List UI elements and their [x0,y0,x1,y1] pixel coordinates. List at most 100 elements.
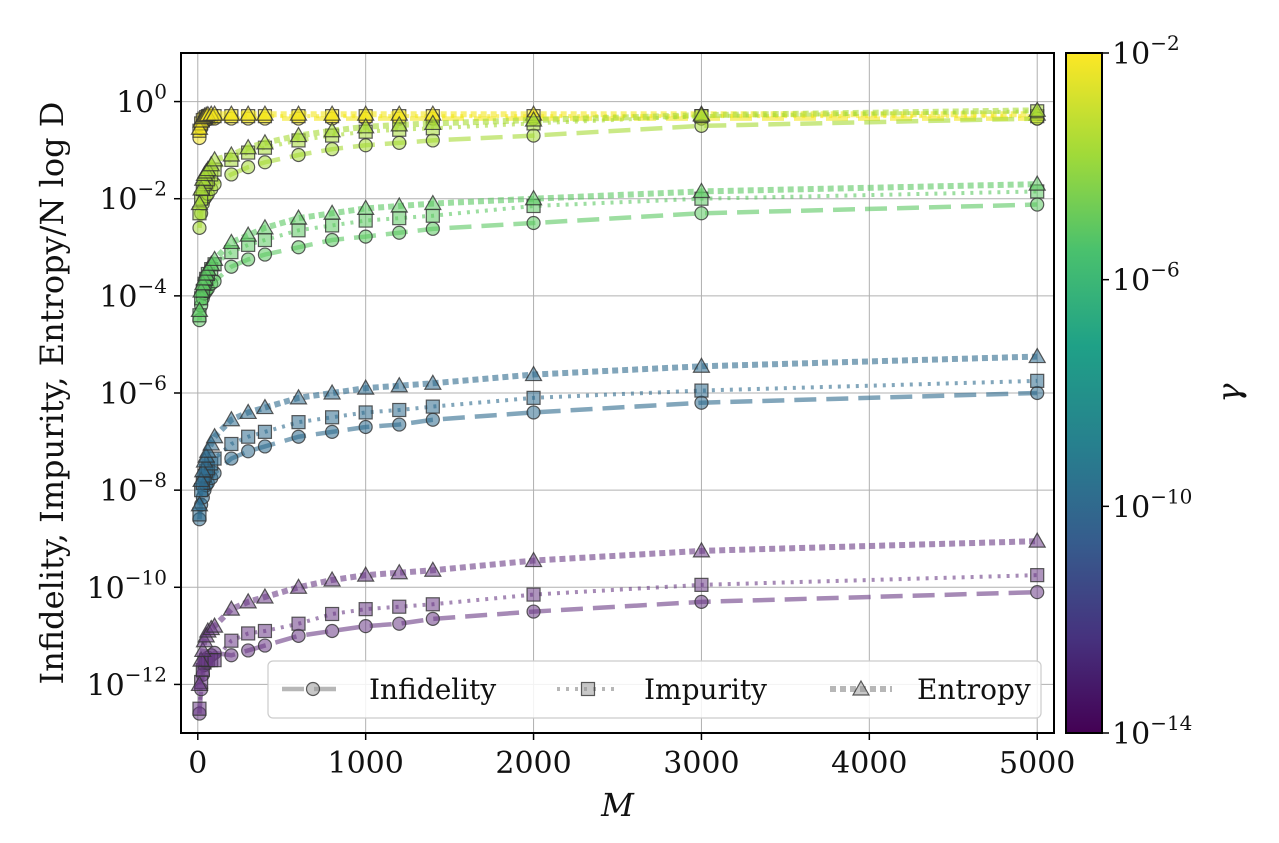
data-point [192,220,207,235]
x-tick-label: 3000 [663,746,739,781]
data-point [239,225,258,242]
data-point [241,444,256,459]
colorbar-label: γ [1210,383,1248,403]
data-point [241,626,256,641]
data-point [289,104,308,121]
legend-marker [851,679,871,696]
data-point [526,405,541,420]
data-point [356,117,375,134]
data-point [241,252,256,267]
data-point [392,417,407,432]
data-point [239,138,258,155]
data-point [358,405,373,420]
y-tick-label: 10−10 [87,565,167,606]
y-axis-title: Infidelity, Impurity, Entropy/N log D [33,102,71,685]
data-point [425,221,440,236]
data-point [241,643,256,658]
data-point [289,208,308,225]
data-point [390,196,409,213]
gamma-group [190,347,1047,527]
data-point [324,410,340,425]
data-point [291,429,306,444]
data-point [224,648,239,663]
data-point [524,551,543,568]
data-point [222,599,241,616]
data-point [222,145,241,162]
data-point [392,599,407,614]
data-point [390,376,409,393]
axis-ticks: 0 1000 2000 3000 4000 5000 100 10−2 10−4 10−6 10−8… [87,80,1076,781]
legend: Infidelity Impurity Entropy [267,660,1042,719]
data-point [324,424,340,439]
grid [181,53,1054,733]
data-point [291,240,306,255]
data-point [524,189,543,206]
data-point [224,259,239,274]
data-point [222,104,241,121]
data-point [390,115,409,132]
data-point [257,638,273,653]
data-point [392,225,407,240]
data-point [190,495,209,512]
data-point [358,229,373,244]
data-point [1030,373,1045,388]
data-point [224,451,239,466]
legend-box [267,660,1042,719]
data-point [291,147,306,163]
data-point [205,250,224,267]
data-point [323,570,342,587]
data-point [324,232,340,248]
data-point [241,160,256,175]
data-point [356,199,375,216]
data-point [423,194,442,211]
data-point [1028,174,1047,191]
x-axis-title: M [600,786,635,824]
data-point [392,135,407,150]
legend-label: Entropy [917,673,1031,706]
data-point [257,439,273,454]
data-point [692,105,711,122]
data-point [392,211,407,226]
data-point [692,182,711,199]
data-point [291,223,306,238]
series-line [197,378,1038,515]
data-point [291,616,306,631]
data-point [423,561,442,577]
data-point [323,104,342,121]
x-tick-label: 0 [188,746,207,781]
data-point [324,142,340,157]
legend-label: Impurity [644,673,767,706]
data-point [692,541,711,558]
data-point [222,410,241,427]
data-point [222,233,241,250]
gamma-group [190,174,1047,328]
data-point [323,204,342,220]
y-tick-label: 10−4 [99,274,167,315]
x-tick-label: 4000 [831,746,907,781]
data-point [192,179,211,196]
data-point [423,374,442,390]
data-point [425,133,440,148]
data-point [423,114,442,131]
data-point [425,611,440,626]
data-point [205,150,224,167]
data-point [694,594,709,609]
data-point [257,155,273,170]
data-point [193,461,212,478]
x-tick-label: 2000 [495,746,571,781]
data-point [324,606,340,622]
data-point [526,587,541,602]
data-point [255,104,274,121]
data-point [289,388,308,405]
colorbar [1065,52,1103,734]
data-point [358,213,373,228]
data-point [526,390,541,405]
data-point [192,650,211,667]
data-point [289,578,308,594]
data-point [193,641,212,658]
data-point [692,357,711,373]
data-point [257,623,273,639]
data-point [356,565,375,582]
data-point [224,436,239,452]
